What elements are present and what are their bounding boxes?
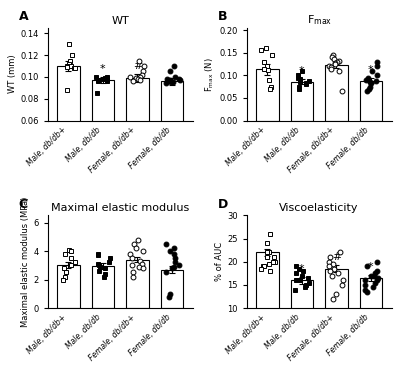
Bar bbox=[126, 260, 149, 308]
Text: D: D bbox=[218, 198, 228, 211]
Title: Maximal elastic modulus: Maximal elastic modulus bbox=[51, 203, 189, 213]
Bar bbox=[291, 82, 313, 121]
Bar bbox=[92, 266, 114, 308]
Bar bbox=[256, 69, 278, 121]
Text: C: C bbox=[19, 198, 28, 211]
Bar bbox=[57, 265, 80, 308]
Bar bbox=[325, 269, 348, 355]
Bar bbox=[161, 270, 183, 308]
Text: B: B bbox=[218, 10, 227, 23]
Y-axis label: WT (mm): WT (mm) bbox=[8, 55, 17, 93]
Title: $\mathregular{F_{max}}$: $\mathregular{F_{max}}$ bbox=[306, 14, 332, 27]
Y-axis label: Maximal elastic modulus (MPa): Maximal elastic modulus (MPa) bbox=[22, 197, 30, 327]
Bar bbox=[57, 66, 80, 186]
Bar bbox=[92, 80, 114, 186]
Bar bbox=[360, 81, 382, 121]
Text: *: * bbox=[100, 64, 106, 74]
Bar bbox=[360, 278, 382, 355]
Bar bbox=[161, 81, 183, 186]
Y-axis label: $\mathregular{F_{max}}$ (N): $\mathregular{F_{max}}$ (N) bbox=[204, 57, 216, 92]
Text: A: A bbox=[19, 10, 28, 23]
Y-axis label: % of AUC: % of AUC bbox=[215, 242, 224, 281]
Bar bbox=[256, 253, 278, 355]
Bar bbox=[325, 65, 348, 121]
Text: *: * bbox=[299, 66, 305, 76]
Text: *: * bbox=[299, 264, 305, 274]
Title: Viscoelasticity: Viscoelasticity bbox=[279, 203, 359, 213]
Text: #: # bbox=[133, 61, 142, 71]
Bar bbox=[291, 280, 313, 355]
Text: *: * bbox=[368, 262, 374, 272]
Text: #: # bbox=[332, 252, 341, 262]
Text: *: * bbox=[368, 65, 374, 75]
Title: WT: WT bbox=[111, 16, 129, 26]
Bar bbox=[126, 78, 149, 186]
